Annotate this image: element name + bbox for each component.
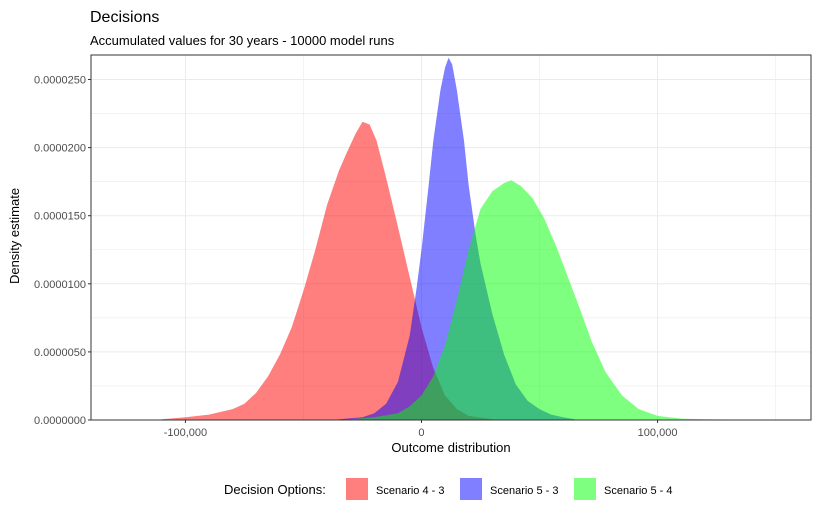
x-axis-ticks: -100,000 0 100,000 bbox=[164, 420, 678, 439]
legend-key-3 bbox=[574, 478, 596, 500]
legend-label-3: Scenario 5 - 4 bbox=[604, 485, 672, 497]
y-tick-label: 0.0000000 bbox=[34, 415, 86, 427]
y-tick-label: 0.0000250 bbox=[34, 75, 86, 87]
legend-key-1 bbox=[346, 478, 368, 500]
legend-title: Decision Options: bbox=[224, 482, 326, 497]
x-tick-label: -100,000 bbox=[164, 427, 207, 439]
chart-title: Decisions bbox=[90, 9, 159, 26]
chart-subtitle: Accumulated values for 30 years - 10000 … bbox=[90, 33, 395, 48]
y-tick-label: 0.0000050 bbox=[34, 347, 86, 359]
plot-panel-border bbox=[90, 54, 812, 421]
y-axis-ticks: 0.0000000 0.0000050 0.0000100 0.0000150 0.00… bbox=[34, 75, 91, 427]
legend-label-1: Scenario 4 - 3 bbox=[376, 485, 444, 497]
density-area-3 bbox=[350, 180, 757, 420]
legend: Decision Options: Scenario 4 - 3 Scenario… bbox=[224, 478, 672, 500]
y-axis-title: Density estimate bbox=[7, 188, 22, 284]
x-tick-label: 100,000 bbox=[638, 427, 678, 439]
x-tick-label: 0 bbox=[418, 427, 424, 439]
x-axis-title: Outcome distribution bbox=[391, 440, 510, 455]
density-areas bbox=[161, 57, 757, 420]
density-area-2 bbox=[338, 57, 575, 420]
legend-key-2 bbox=[460, 478, 482, 500]
y-tick-label: 0.0000100 bbox=[34, 279, 86, 291]
legend-label-2: Scenario 5 - 3 bbox=[490, 485, 558, 497]
y-tick-label: 0.0000200 bbox=[34, 143, 86, 155]
y-tick-label: 0.0000150 bbox=[34, 211, 86, 223]
